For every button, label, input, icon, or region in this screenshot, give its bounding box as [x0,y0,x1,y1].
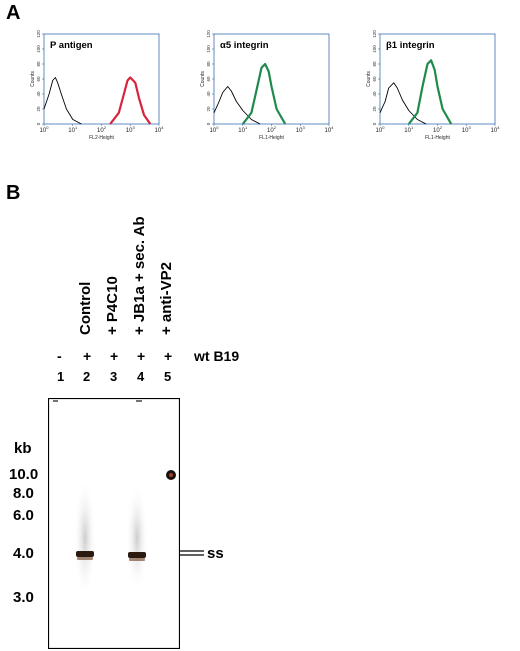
infection-mark-4: + [137,348,146,364]
y-tick-label: 120 [372,30,377,38]
virus-label: wt B19 [194,348,240,364]
x-tick-label: 101 [238,125,248,134]
marker-10-0: 10.0 [9,466,39,483]
x-tick-label: 101 [404,125,414,134]
y-tick-label: 60 [206,76,211,82]
y-tick-label: 20 [36,106,41,112]
y-tick-label: 120 [36,30,41,38]
band-label-ss: ss [207,545,224,562]
y-axis-label: Counts [366,71,372,87]
x-tick-label: 100 [376,125,386,134]
y-tick-label: 0 [372,122,377,125]
histogram-a5-integrin: 0 20 40 60 80 100 120 100 101 102 103 104 FL1-Height… [192,26,334,148]
histogram-b1-integrin: 0 20 40 60 80 100 120 100 101 102 103 104 FL1-Height… [358,26,500,148]
y-tick-label: 100 [206,45,211,53]
marker-6-0: 6.0 [13,507,34,524]
y-tick-label: 80 [206,61,211,67]
y-axis-label: Counts [30,71,36,87]
infection-mark-1: - [57,348,62,364]
histogram-title: P antigen [50,40,93,51]
stained-histogram-line [241,62,287,125]
lane-4-smear [126,483,148,593]
y-tick-label: 40 [372,91,377,97]
lane-number-1: 1 [57,369,65,384]
lane-4-band-halo [129,558,145,561]
lane-number-5: 5 [164,369,172,384]
marker-3-0: 3.0 [13,589,34,606]
lane-2-smear [74,478,96,598]
unit-label-kb: kb [14,440,32,457]
x-axis-label: FL1-Height [259,135,284,141]
x-tick-label: 100 [40,125,50,134]
plot-frame [379,33,496,125]
marker-4-0: 4.0 [13,545,34,562]
histogram-p-antigen-svg: 0 20 40 60 80 100 120 100 101 102 103 104 FL2-Height… [30,30,165,141]
x-tick-label: 101 [68,125,78,134]
lane-label-anti-vp2: + anti-VP2 [158,262,175,335]
x-tick-label: 100 [210,125,220,134]
lane-label-jb1a: + JB1a + sec. Ab [131,216,148,335]
x-tick-label: 104 [491,125,501,134]
lane-number-2: 2 [83,369,91,384]
infection-mark-3: + [110,348,119,364]
lane-number-4: 4 [137,369,145,384]
x-tick-label: 102 [267,125,277,134]
y-tick-label: 40 [36,91,41,97]
infection-mark-5: + [164,348,173,364]
x-tick-label: 104 [155,125,165,134]
southern-blot [48,398,180,649]
y-tick-label: 100 [36,45,41,53]
panel-a-letter: A [6,2,21,24]
x-tick-label: 103 [126,125,136,134]
y-tick-label: 0 [206,122,211,125]
lane-2-band-halo [77,557,93,560]
x-axis-label: FL1-Height [425,135,450,141]
lane-4-band [128,552,146,558]
y-tick-label: 60 [36,76,41,82]
histogram-p-antigen: 0 20 40 60 80 100 120 100 101 102 103 104 FL2-Height… [22,26,164,148]
y-tick-label: 60 [372,76,377,82]
histogram-a5-integrin-svg: 0 20 40 60 80 100 120 100 101 102 103 104 FL1-Height… [200,30,335,141]
x-tick-label: 102 [433,125,443,134]
y-tick-label: 80 [372,61,377,67]
y-tick-label: 120 [206,30,211,38]
y-axis-label: Counts [200,71,206,87]
ss-pointer-lines [180,550,204,556]
y-tick-label: 20 [206,106,211,112]
x-tick-label: 104 [325,125,335,134]
lane-number-3: 3 [110,369,118,384]
y-tick-label: 20 [372,106,377,112]
control-histogram-line [43,77,82,125]
x-axis-label: FL2-Height [89,135,114,141]
y-tick-label: 80 [36,61,41,67]
lane-5-spot-core [169,473,173,477]
blot-border [48,398,180,649]
plot-frame [213,33,330,125]
y-tick-label: 40 [206,91,211,97]
x-tick-label: 103 [462,125,472,134]
histogram-title: α5 integrin [220,40,269,51]
x-tick-label: 103 [296,125,306,134]
histogram-b1-integrin-svg: 0 20 40 60 80 100 120 100 101 102 103 104 FL1-Height… [366,30,501,141]
infection-mark-2: + [83,348,92,364]
panel-b-letter: B [6,182,21,204]
plot-frame [43,33,160,125]
marker-8-0: 8.0 [13,485,34,502]
lane-label-control: Control [77,281,94,335]
stained-histogram-line [407,59,453,125]
lane-2-band [76,551,94,557]
x-tick-label: 102 [97,125,107,134]
y-tick-label: 100 [372,45,377,53]
y-tick-label: 0 [36,122,41,125]
lane-label-p4c10: + P4C10 [104,276,121,335]
histogram-title: β1 integrin [386,40,435,51]
stained-histogram-line [109,76,152,125]
